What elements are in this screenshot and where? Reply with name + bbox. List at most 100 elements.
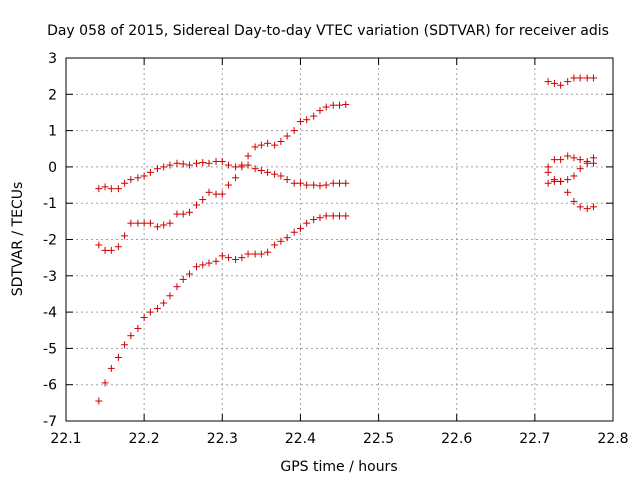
data-point: [589, 203, 597, 211]
data-point: [218, 157, 226, 165]
data-point: [179, 210, 187, 218]
data-point: [544, 78, 552, 86]
data-points: [95, 74, 597, 405]
data-point: [140, 172, 148, 180]
data-point: [212, 257, 220, 265]
data-point: [570, 197, 578, 205]
data-point: [570, 172, 578, 180]
data-point: [557, 81, 565, 89]
data-point: [173, 210, 181, 218]
data-point: [244, 152, 252, 160]
data-point: [244, 250, 252, 258]
data-point: [564, 176, 572, 184]
data-point: [160, 163, 168, 171]
data-point: [185, 161, 193, 169]
data-point: [192, 201, 200, 209]
data-point: [244, 161, 252, 169]
data-point: [146, 168, 154, 176]
y-tick-label: -6: [43, 378, 57, 394]
data-point: [225, 181, 233, 189]
data-point: [238, 161, 246, 169]
data-point: [205, 259, 213, 267]
data-point: [557, 177, 565, 185]
data-point: [179, 275, 187, 283]
chart-title: Day 058 of 2015, Sidereal Day-to-day VTE…: [47, 23, 609, 39]
data-point: [95, 397, 103, 405]
data-point: [277, 172, 285, 180]
data-point: [257, 141, 265, 149]
y-tick-label: -1: [43, 196, 57, 212]
x-tick-label: 22.1: [50, 431, 81, 447]
y-tick-label: -5: [43, 341, 57, 357]
data-point: [589, 74, 597, 82]
data-point: [251, 250, 259, 258]
data-point: [283, 132, 291, 140]
data-point: [218, 252, 226, 260]
data-point: [576, 165, 584, 173]
plot-frame: [65, 57, 614, 422]
data-point: [185, 270, 193, 278]
data-point: [564, 78, 572, 86]
data-point: [160, 221, 168, 229]
data-point: [583, 159, 591, 167]
data-point: [296, 118, 304, 126]
y-tick-label: 1: [48, 124, 57, 140]
data-point: [576, 74, 584, 82]
data-point: [257, 167, 265, 175]
series-sat-g: [544, 176, 597, 213]
data-point: [336, 179, 343, 187]
data-point: [107, 185, 115, 193]
data-point: [127, 332, 135, 340]
data-point: [134, 174, 142, 182]
grid: [66, 58, 613, 421]
data-point: [192, 263, 200, 271]
data-point: [583, 205, 591, 213]
y-tick-label: 0: [48, 160, 57, 176]
data-point: [564, 152, 572, 160]
data-point: [310, 216, 318, 224]
data-point: [232, 163, 240, 171]
data-point: [101, 183, 109, 191]
data-point: [544, 168, 552, 176]
data-point: [322, 103, 330, 111]
data-point: [185, 208, 193, 216]
data-point: [283, 176, 291, 184]
data-point: [173, 159, 181, 167]
data-point: [257, 250, 265, 258]
data-point: [134, 219, 142, 227]
data-point: [296, 179, 304, 187]
data-point: [303, 181, 311, 189]
x-axis-label: GPS time / hours: [280, 459, 397, 475]
data-point: [557, 156, 565, 164]
y-tick-label: 3: [48, 51, 57, 67]
data-point: [114, 185, 122, 193]
data-point: [329, 179, 337, 187]
data-point: [225, 161, 233, 169]
y-axis-label: SDTVAR / TECUs: [10, 182, 26, 297]
data-point: [160, 299, 168, 307]
data-point: [114, 353, 122, 361]
data-point: [290, 179, 298, 187]
data-point: [310, 181, 318, 189]
data-point: [271, 241, 279, 249]
data-point: [576, 156, 584, 164]
data-point: [134, 324, 142, 332]
data-point: [153, 304, 161, 312]
y-tick-label: -3: [43, 269, 57, 285]
x-tick-label: 22.4: [285, 431, 316, 447]
data-point: [146, 219, 154, 227]
data-point: [296, 225, 304, 233]
data-point: [101, 246, 109, 254]
data-point: [205, 159, 213, 167]
data-point: [225, 254, 233, 262]
data-point: [316, 182, 324, 190]
data-point: [570, 74, 578, 82]
data-point: [153, 165, 161, 173]
data-point: [95, 185, 103, 193]
data-point: [264, 168, 272, 176]
data-point: [199, 159, 207, 167]
data-point: [140, 219, 148, 227]
data-point: [329, 101, 337, 109]
x-tick-label: 22.3: [207, 431, 238, 447]
